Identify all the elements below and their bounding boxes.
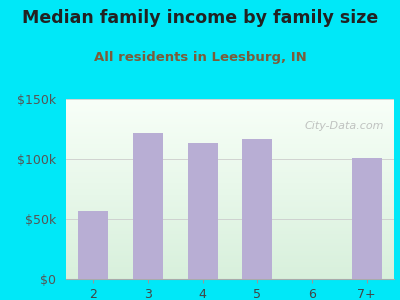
Text: Median family income by family size: Median family income by family size (22, 9, 378, 27)
Text: All residents in Leesburg, IN: All residents in Leesburg, IN (94, 51, 306, 64)
Bar (78, 211, 108, 279)
Text: City-Data.com: City-Data.com (305, 121, 384, 130)
Bar (133, 133, 163, 279)
Bar (188, 143, 218, 279)
Bar (352, 158, 382, 279)
Bar (242, 139, 272, 279)
